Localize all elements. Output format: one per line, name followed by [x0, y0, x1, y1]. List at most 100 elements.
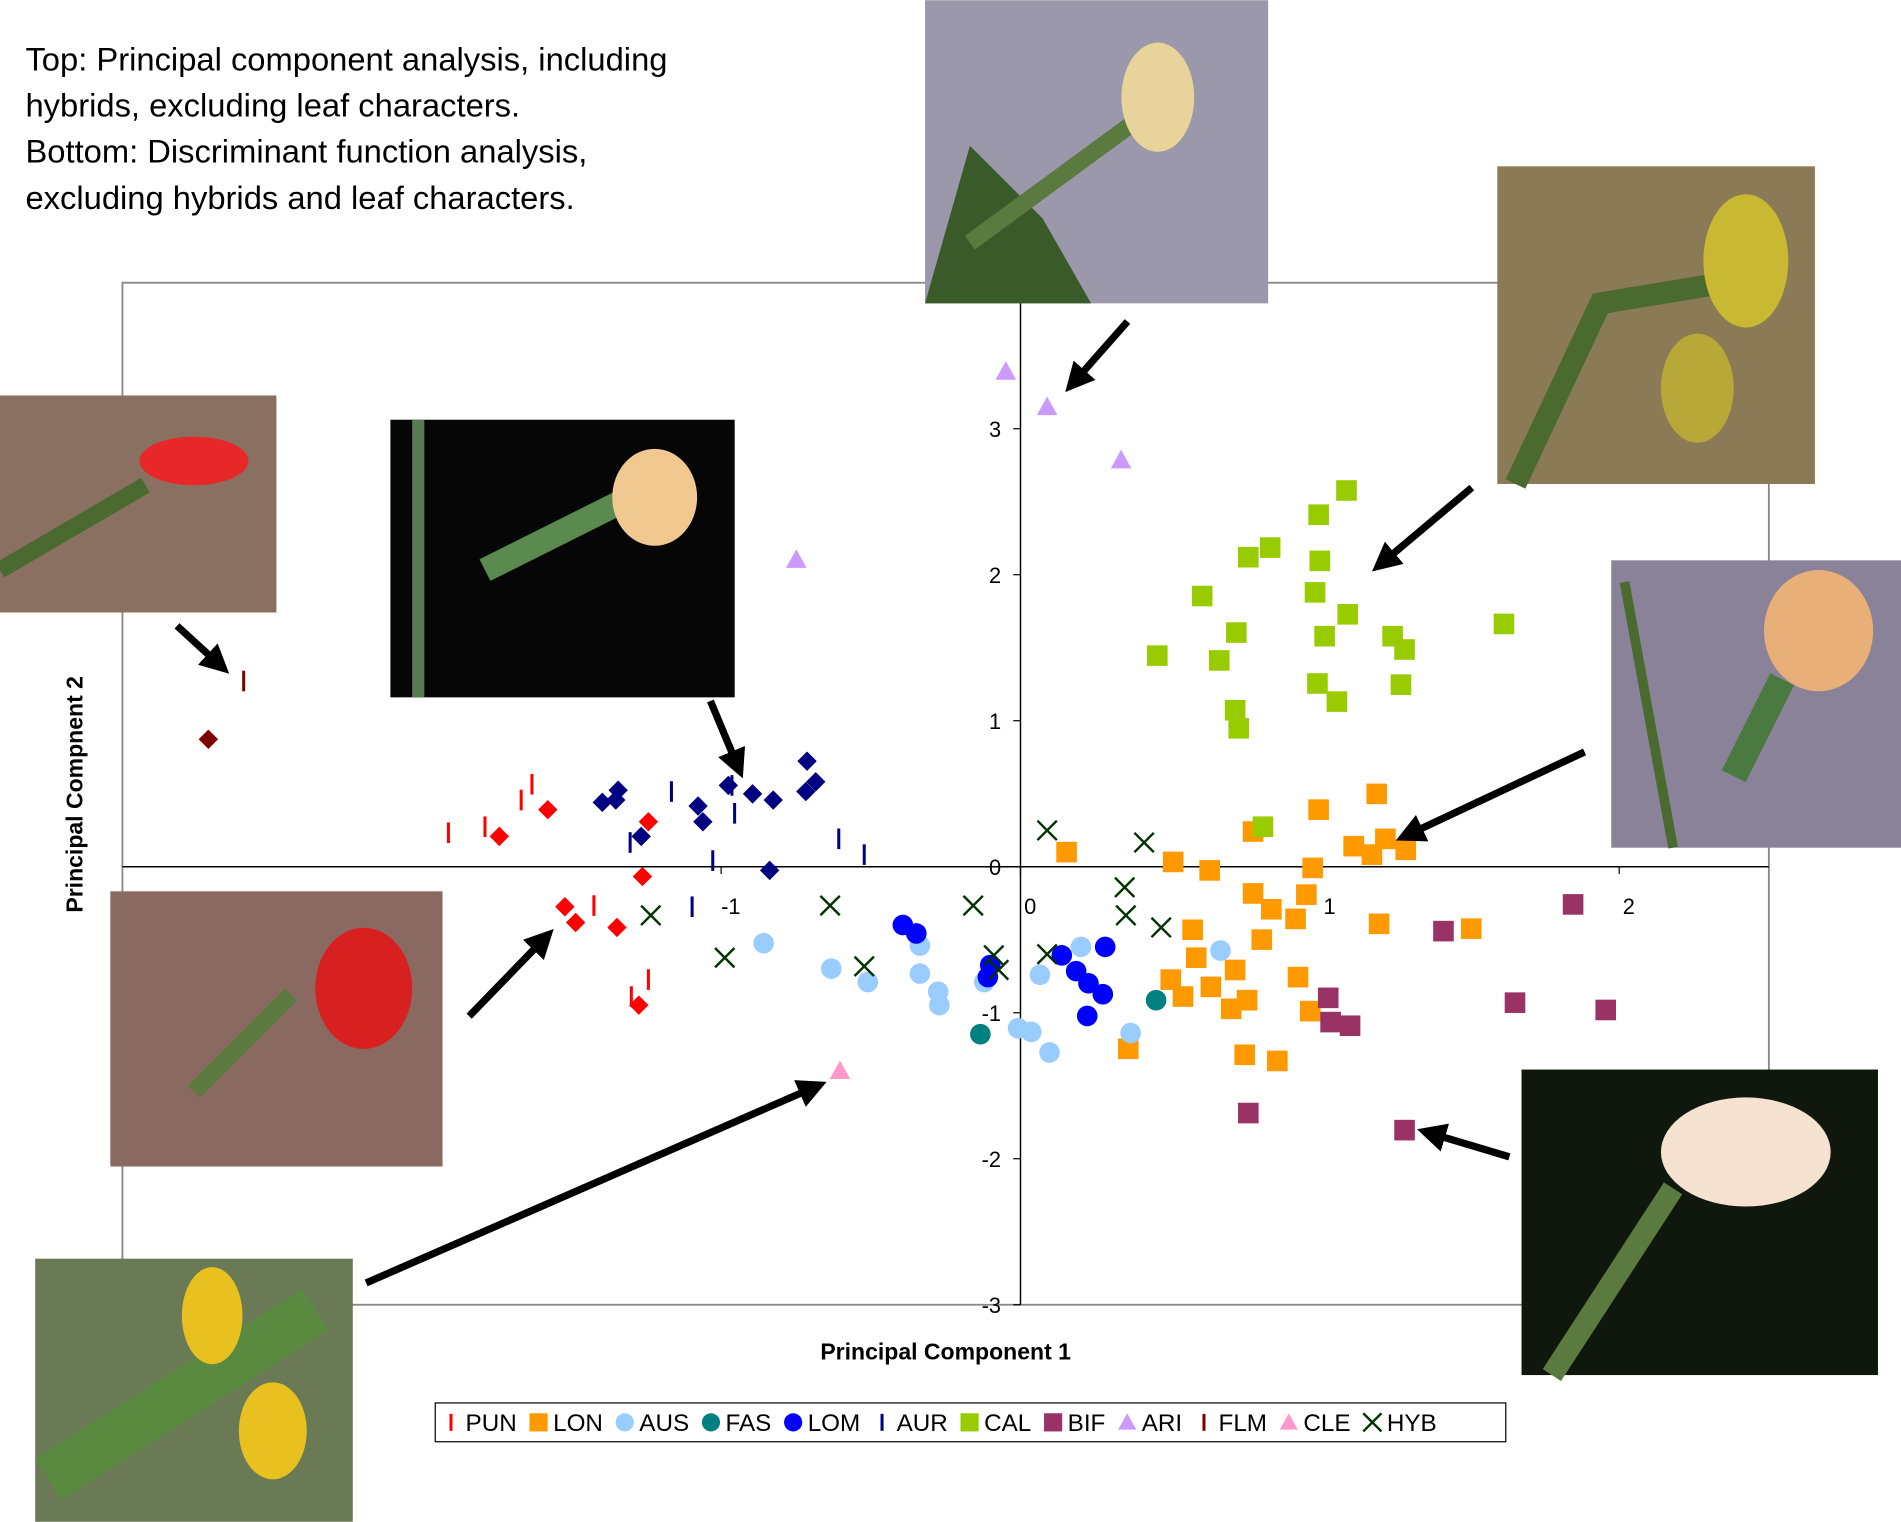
- arrow: [710, 701, 738, 768]
- point: [1340, 1015, 1361, 1036]
- y-tick-label: -1: [982, 1001, 1001, 1026]
- point: [693, 812, 712, 831]
- point: [1366, 784, 1387, 805]
- photo: [390, 420, 734, 698]
- point: [1021, 1022, 1042, 1043]
- point: [753, 933, 774, 954]
- point: [797, 751, 816, 770]
- caption-line: Bottom: Discriminant function analysis,: [25, 133, 587, 170]
- y-tick-label: 2: [989, 563, 1001, 588]
- point: [1182, 920, 1203, 941]
- photo: [0, 395, 276, 612]
- caption-line: excluding hybrids and leaf characters.: [25, 179, 574, 216]
- point: [641, 906, 660, 925]
- x-tick-label: 2: [1623, 894, 1635, 919]
- legend-marker: [784, 1413, 802, 1431]
- legend-label: CLE: [1303, 1410, 1350, 1437]
- legend-label: PUN: [466, 1410, 517, 1437]
- point: [1039, 1042, 1060, 1063]
- point: [490, 827, 509, 846]
- point: [764, 790, 783, 809]
- caption: Top: Principal component analysis, inclu…: [25, 41, 667, 216]
- point: [743, 784, 762, 803]
- legend-label: ARI: [1142, 1410, 1182, 1437]
- x-axis-label: Principal Component 1: [820, 1338, 1071, 1364]
- point: [1116, 906, 1135, 925]
- point: [1494, 614, 1515, 635]
- y-tick-label: 3: [989, 417, 1001, 442]
- legend-label: AUR: [897, 1410, 948, 1437]
- point: [1461, 918, 1482, 939]
- point: [1237, 990, 1258, 1011]
- point: [1209, 650, 1230, 671]
- point: [566, 913, 585, 932]
- point: [719, 776, 738, 795]
- photo: [925, 0, 1268, 303]
- legend-label: FLM: [1219, 1410, 1267, 1437]
- point: [1285, 909, 1306, 930]
- point: [1115, 878, 1134, 897]
- point: [1234, 1044, 1255, 1065]
- point: [1192, 586, 1213, 607]
- point: [1369, 914, 1390, 935]
- point: [633, 867, 652, 886]
- legend-label: HYB: [1387, 1410, 1437, 1437]
- point: [1201, 977, 1222, 998]
- photos: [0, 0, 1901, 1522]
- point: [1395, 839, 1416, 860]
- point: [1595, 1000, 1616, 1021]
- point: [1163, 852, 1184, 873]
- photo: [1522, 1070, 1878, 1376]
- point: [1394, 1120, 1415, 1141]
- point: [1505, 992, 1526, 1013]
- point: [1111, 450, 1132, 469]
- point: [830, 1060, 851, 1079]
- y-tick-label: -2: [982, 1147, 1001, 1172]
- page: Top: Principal component analysis, inclu…: [0, 0, 1901, 1522]
- photo: [35, 1259, 353, 1522]
- point: [1300, 1001, 1321, 1022]
- point: [1251, 929, 1272, 950]
- point: [1226, 622, 1247, 643]
- point: [1288, 967, 1309, 988]
- x-tick-label: 0: [1024, 894, 1036, 919]
- arrow: [1428, 1133, 1509, 1157]
- point: [1077, 1006, 1098, 1027]
- point: [538, 800, 557, 819]
- point: [1308, 799, 1329, 820]
- point: [688, 796, 707, 815]
- point: [1134, 833, 1153, 852]
- point: [1225, 960, 1246, 981]
- point: [1095, 937, 1116, 958]
- point: [1228, 718, 1249, 739]
- point: [1260, 537, 1281, 558]
- arrow: [1381, 488, 1472, 564]
- arrow: [1406, 752, 1584, 836]
- point: [1314, 626, 1335, 647]
- point: [1056, 842, 1077, 863]
- point: [1186, 947, 1207, 968]
- point: [1120, 1023, 1141, 1044]
- point: [607, 918, 626, 937]
- photo: [1497, 166, 1815, 484]
- point: [1375, 829, 1396, 850]
- point: [1337, 604, 1358, 625]
- point: [1243, 883, 1264, 904]
- point: [1093, 984, 1114, 1005]
- point: [1394, 639, 1415, 660]
- point: [1147, 645, 1168, 666]
- point: [963, 896, 982, 915]
- legend-marker: [529, 1413, 547, 1431]
- point: [1433, 921, 1454, 942]
- point: [1146, 990, 1167, 1011]
- point: [1225, 700, 1246, 721]
- point: [821, 958, 842, 979]
- legend-marker: [960, 1413, 978, 1431]
- legend-label: CAL: [984, 1410, 1031, 1437]
- point: [1307, 673, 1328, 694]
- point: [1320, 1012, 1341, 1033]
- x-tick-label: 1: [1323, 894, 1335, 919]
- y-tick-label: -3: [982, 1293, 1001, 1318]
- legend-label: LON: [553, 1410, 603, 1437]
- point: [1305, 582, 1326, 603]
